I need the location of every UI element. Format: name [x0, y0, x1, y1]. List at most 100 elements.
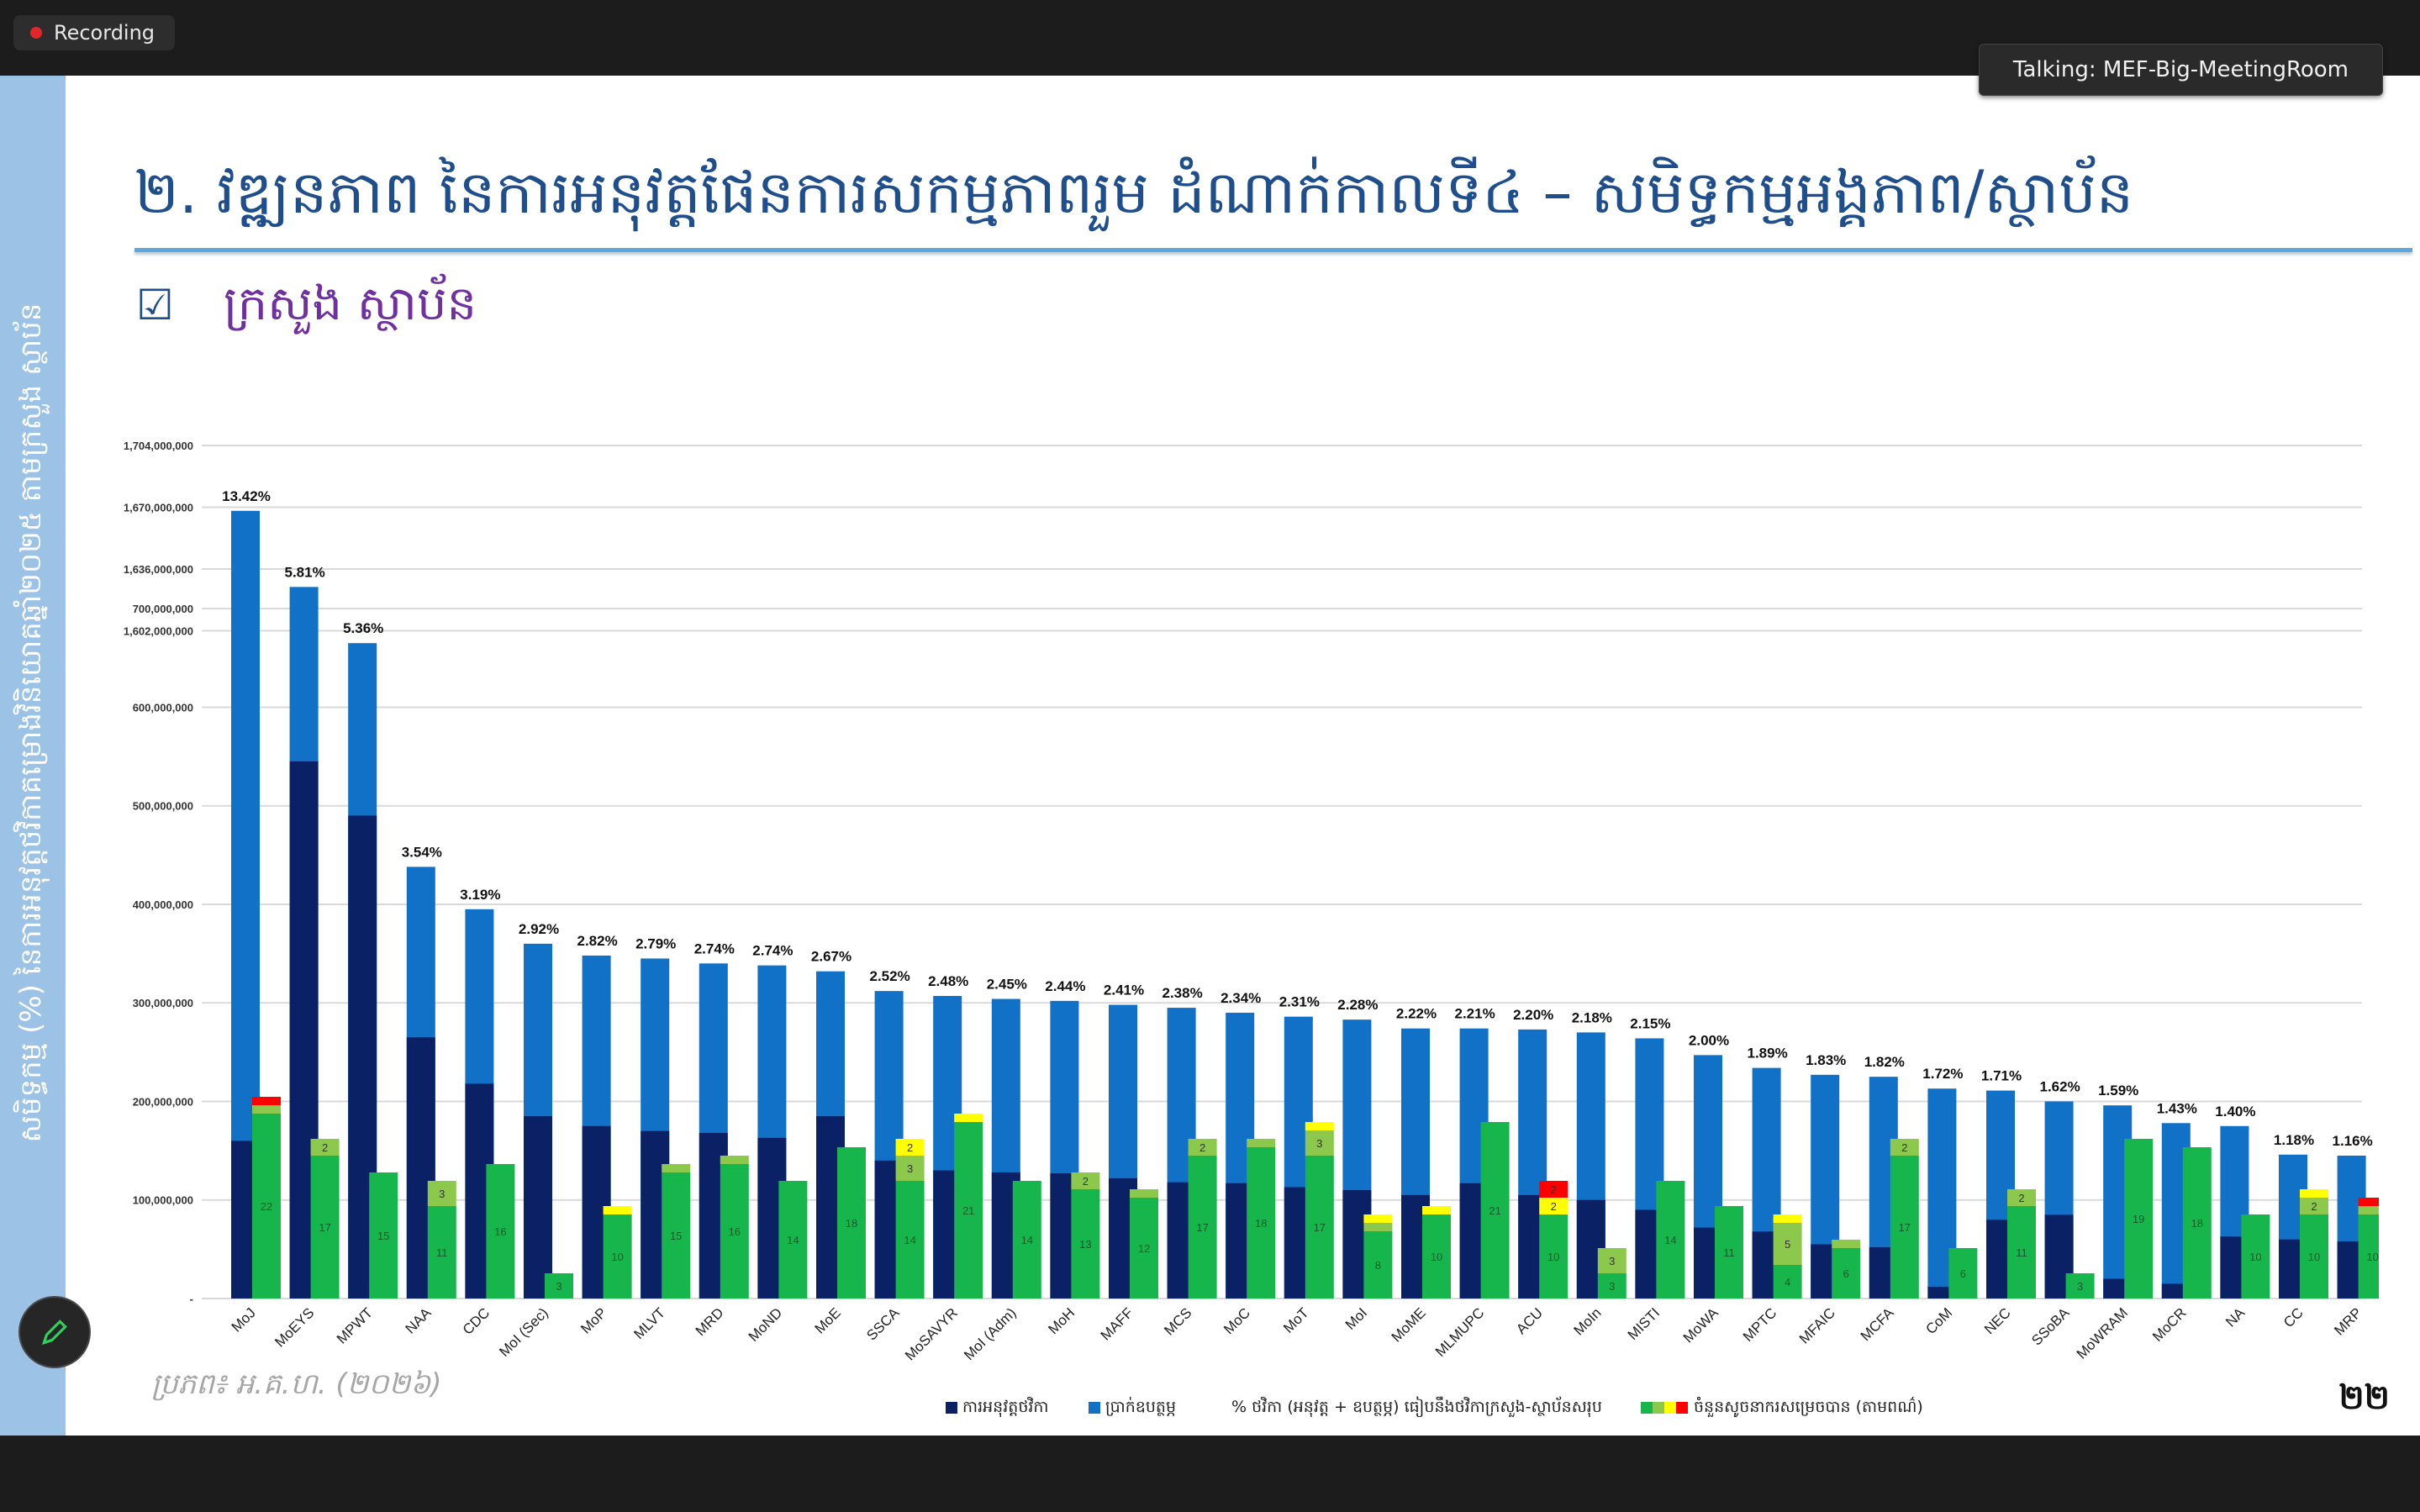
- page-number: ២២: [2338, 1378, 2390, 1417]
- percent-label: 2.82%: [577, 933, 617, 949]
- slide-title: ២. វឌ្ឍនភាព នៃការអនុវត្តផែនការសកម្មភាពរួ…: [134, 158, 2134, 227]
- indicator-count-label: 12: [1138, 1242, 1150, 1255]
- percent-label: 2.45%: [987, 977, 1027, 993]
- indicator-count-label: 17: [1314, 1221, 1326, 1234]
- category-label: NEC: [1981, 1304, 2014, 1337]
- indicator-segment-green: [1890, 1156, 1919, 1299]
- legend-swatch-allocated: [1089, 1402, 1100, 1414]
- indicator-segment-green: [427, 1206, 456, 1299]
- legend-swatch-lightgreen: [1653, 1402, 1664, 1414]
- y-tick-label: 100,000,000: [133, 1194, 193, 1207]
- indicator-segment-green: [1305, 1156, 1334, 1299]
- legend-swatch-executed: [946, 1402, 957, 1414]
- percent-label: 2.38%: [1162, 985, 1202, 1001]
- indicator-segment-green: [486, 1164, 515, 1299]
- indicator-count-label: 10: [2308, 1251, 2320, 1263]
- indicator-segment-green: [1188, 1156, 1217, 1299]
- category-label: MPTC: [1740, 1304, 1779, 1344]
- indicator-segment-yellow: [1773, 1214, 1802, 1223]
- category-label: MLVT: [630, 1304, 668, 1342]
- indicator-count-label: 10: [611, 1251, 623, 1263]
- percent-label: 2.22%: [1396, 1006, 1437, 1022]
- y-tick-label: 1,670,000,000: [124, 501, 193, 514]
- indicator-segment-green: [2124, 1139, 2154, 1299]
- percent-label: 1.62%: [2039, 1078, 2080, 1094]
- indicator-count-label: 2: [322, 1141, 328, 1154]
- legend-executed: ការអនុវត្តថវិកា: [962, 1396, 1049, 1418]
- slide-sidebar: សមិទ្ធកម្ម (%) នៃការអនុវត្តថវិកាគម្រោងវិ…: [0, 76, 66, 1436]
- percent-label: 1.40%: [2215, 1104, 2255, 1120]
- indicator-segment-yellow: [603, 1206, 632, 1214]
- indicator-segment-green: [2182, 1147, 2212, 1299]
- percent-label: 1.89%: [1747, 1046, 1787, 1062]
- indicator-count-label: 21: [1489, 1204, 1500, 1217]
- indicator-count-label: 2: [1199, 1141, 1205, 1154]
- indicator-count-label: 17: [1899, 1221, 1911, 1234]
- title-underline: [134, 248, 2412, 252]
- indicator-segment-green: [1597, 1273, 1627, 1299]
- indicator-segment-lightgreen: [252, 1105, 281, 1114]
- percent-label: 5.36%: [343, 620, 383, 636]
- recording-label: Recording: [54, 21, 156, 45]
- indicator-count-label: 15: [377, 1230, 389, 1242]
- indicator-segment-red: [1539, 1181, 1569, 1198]
- indicator-segment-green: [603, 1214, 632, 1299]
- indicator-segment-green: [954, 1122, 983, 1299]
- indicator-count-label: 2: [2018, 1192, 2024, 1204]
- indicator-count-label: 18: [1255, 1217, 1267, 1230]
- category-label: MoCR: [2149, 1304, 2189, 1344]
- category-label: MoME: [1389, 1304, 1429, 1345]
- indicator-count-label: 3: [439, 1188, 445, 1200]
- indicator-segment-green: [2241, 1214, 2270, 1299]
- indicator-segment-yellow: [1363, 1214, 1393, 1223]
- legend-indicators: ចំនួនសូចនាករសម្រេចបាន (តាមពណ៌): [1694, 1396, 1923, 1418]
- indicator-count-label: 10: [1431, 1251, 1442, 1263]
- meeting-top-bar: Recording: [0, 0, 2420, 76]
- indicator-segment-green: [662, 1172, 691, 1299]
- indicator-segment-green: [1012, 1181, 1041, 1299]
- indicator-count-label: 11: [1723, 1246, 1735, 1259]
- category-label: MFAIC: [1796, 1304, 1838, 1346]
- indicator-count-label: 13: [1079, 1238, 1091, 1251]
- indicator-segment-red: [252, 1097, 281, 1105]
- category-label: MoP: [577, 1304, 609, 1336]
- source-note: ប្រភព៖ អ.គ.ហ. (២០២៦): [151, 1367, 442, 1401]
- indicator-count-label: 4: [1785, 1276, 1790, 1288]
- recording-indicator[interactable]: Recording: [13, 15, 176, 50]
- indicator-count-label: 16: [494, 1225, 506, 1238]
- indicator-count-label: 2: [907, 1141, 913, 1154]
- pen-icon: [41, 1320, 67, 1346]
- indicator-count-label: 2: [1551, 1200, 1557, 1213]
- annotate-pen-button[interactable]: [18, 1296, 91, 1368]
- indicator-segment-yellow: [895, 1139, 925, 1156]
- vertical-axis-caption: សមិទ្ធកម្ម (%) នៃការអនុវត្តថវិកាគម្រោងវិ…: [14, 303, 48, 1143]
- talking-indicator: Talking: MEF-Big-MeetingRoom: [1978, 44, 2383, 96]
- indicator-segment-lightgreen: [1832, 1240, 1861, 1248]
- indicator-segment-green: [2065, 1273, 2095, 1299]
- category-label: MLMUPC: [1432, 1304, 1488, 1360]
- percent-label: 2.34%: [1221, 990, 1261, 1006]
- percent-label: 2.74%: [694, 940, 735, 956]
- legend-swatch-yellow: [1664, 1402, 1676, 1414]
- indicator-segment-green: [1948, 1248, 1978, 1299]
- indicator-segment-green: [545, 1273, 573, 1299]
- indicator-count-label: 17: [319, 1221, 330, 1234]
- indicator-segment-lightgreen: [1597, 1248, 1627, 1273]
- indicator-count-label: 10: [2366, 1251, 2378, 1263]
- percent-label: 2.92%: [519, 921, 559, 937]
- indicator-segment-green: [720, 1164, 749, 1299]
- indicator-count-label: 10: [2249, 1251, 2261, 1263]
- bar-executed: [524, 1116, 552, 1299]
- indicator-segment-green: [895, 1181, 925, 1299]
- indicator-count-label: 5: [1785, 1238, 1790, 1251]
- indicator-segment-lightgreen: [1890, 1139, 1919, 1156]
- percent-label: 2.28%: [1337, 997, 1378, 1013]
- category-label: MAFF: [1098, 1304, 1136, 1343]
- percent-label: 2.00%: [1689, 1032, 1729, 1048]
- indicator-segment-yellow: [1422, 1206, 1451, 1214]
- indicator-count-label: 16: [729, 1225, 741, 1238]
- indicator-count-label: 3: [907, 1162, 913, 1175]
- indicator-segment-lightgreen: [1071, 1172, 1100, 1189]
- indicator-segment-lightgreen: [1130, 1189, 1158, 1198]
- category-label: MoWRAM: [2074, 1304, 2131, 1362]
